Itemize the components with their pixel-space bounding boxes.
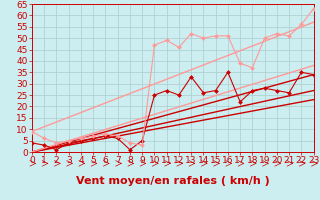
X-axis label: Vent moyen/en rafales ( km/h ): Vent moyen/en rafales ( km/h ) xyxy=(76,176,270,186)
